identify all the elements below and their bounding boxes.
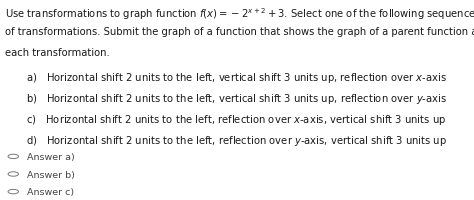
Text: Answer b): Answer b) [27, 171, 75, 180]
Text: Answer a): Answer a) [27, 153, 75, 162]
Text: a) Horizontal shift 2 units to the left, vertical shift 3 units up, reflection o: a) Horizontal shift 2 units to the left,… [26, 71, 447, 85]
Text: Use transformations to graph function $f(x) = -2^{x+2} + 3$. Select one of the f: Use transformations to graph function $f… [5, 6, 474, 22]
Text: d) Horizontal shift 2 units to the left, reflection over $y$-axis, vertical shif: d) Horizontal shift 2 units to the left,… [26, 134, 447, 148]
Text: of transformations. Submit the graph of a function that shows the graph of a par: of transformations. Submit the graph of … [5, 27, 474, 37]
Text: c) Horizontal shift 2 units to the left, reflection over $x$-axis, vertical shif: c) Horizontal shift 2 units to the left,… [26, 113, 446, 127]
Text: each transformation.: each transformation. [5, 48, 109, 58]
Text: Answer c): Answer c) [27, 188, 74, 197]
Text: b) Horizontal shift 2 units to the left, vertical shift 3 units up, reflection o: b) Horizontal shift 2 units to the left,… [26, 92, 447, 106]
